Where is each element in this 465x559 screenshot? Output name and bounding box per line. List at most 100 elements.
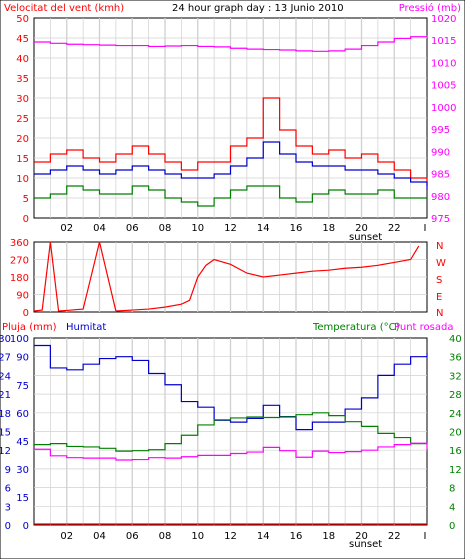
series-line-min bbox=[34, 185, 427, 207]
x-tick-label: 04 bbox=[93, 223, 106, 234]
y-tick-label-humidity: 90 bbox=[16, 353, 29, 364]
y-tick-label: 16 bbox=[449, 446, 462, 457]
humidity-temperature-series bbox=[34, 344, 428, 525]
x-tick-label: 06 bbox=[126, 531, 139, 542]
y-tick-label: 4 bbox=[449, 502, 455, 513]
y-tick-label-humidity: 15 bbox=[16, 493, 29, 504]
x-tick-label: 04 bbox=[93, 531, 106, 542]
y-tick-label: 27 bbox=[0, 353, 11, 364]
x-tick-label: 20 bbox=[355, 531, 368, 542]
y-tick-label: 1020 bbox=[431, 14, 456, 25]
y-tick-label: 25 bbox=[16, 114, 29, 125]
series-line-direction bbox=[33, 241, 420, 312]
y-tick-label: 5 bbox=[23, 194, 29, 205]
compass-label: W bbox=[436, 258, 446, 269]
y-tick-label: 32 bbox=[449, 371, 462, 382]
x-tick-label: 16 bbox=[290, 223, 303, 234]
x-tick-label: 14 bbox=[257, 223, 270, 234]
y-tick-label: 90 bbox=[16, 291, 29, 302]
x-tick-label: 08 bbox=[159, 223, 172, 234]
y-tick-label-humidity: 0 bbox=[23, 521, 29, 532]
humidity-temperature-ticks: 0369121518212427300153045607590100048121… bbox=[0, 334, 462, 542]
compass-label: N bbox=[436, 241, 443, 252]
y-tick-label: 20 bbox=[449, 428, 462, 439]
wind-pressure-ticks: 0510152025303540455097598098599099510001… bbox=[16, 14, 456, 234]
x-tick-label: 02 bbox=[60, 531, 73, 542]
x-tick-label: 14 bbox=[257, 531, 270, 542]
sunset-marker-1: sunset bbox=[349, 232, 382, 243]
x-tick-label: 10 bbox=[191, 223, 204, 234]
series-line-temperature bbox=[34, 412, 428, 452]
y-tick-label: 1000 bbox=[431, 103, 456, 114]
y-tick-label: 28 bbox=[449, 390, 462, 401]
x-tick-label: 22 bbox=[388, 531, 401, 542]
y-tick-label: 270 bbox=[10, 256, 29, 267]
x-tick-label: I bbox=[424, 531, 427, 542]
x-tick-label: 16 bbox=[290, 531, 303, 542]
y-tick-label: 50 bbox=[16, 14, 29, 25]
x-tick-label: 20 bbox=[355, 223, 368, 234]
x-tick-label: 12 bbox=[224, 531, 237, 542]
y-tick-label: 6 bbox=[5, 484, 11, 495]
y-tick-label: 360 bbox=[10, 238, 29, 249]
series-line-average bbox=[34, 141, 428, 190]
y-tick-label: 975 bbox=[431, 214, 450, 225]
y-tick-label-humidity: 100 bbox=[10, 334, 29, 345]
wind-speed-axis-title: Velocitat del vent (kmh) bbox=[4, 3, 124, 14]
y-tick-label: 15 bbox=[0, 428, 11, 439]
y-tick-label: 40 bbox=[449, 334, 462, 345]
y-tick-label: 30 bbox=[0, 334, 11, 345]
y-tick-label: 40 bbox=[16, 54, 29, 65]
x-tick-label: 08 bbox=[159, 531, 172, 542]
y-tick-label: 0 bbox=[23, 308, 29, 319]
y-tick-label-humidity: 60 bbox=[16, 409, 29, 420]
y-tick-label: 18 bbox=[0, 409, 11, 420]
series-line-dewpoint bbox=[34, 442, 428, 461]
wind-pressure-series bbox=[34, 35, 428, 207]
y-tick-label: 24 bbox=[449, 409, 462, 420]
temperature-axis-title: Temperatura (°C) bbox=[312, 322, 400, 333]
x-tick-label: I bbox=[424, 223, 427, 234]
x-tick-label: 18 bbox=[322, 223, 335, 234]
y-tick-label: 8 bbox=[449, 484, 455, 495]
x-tick-label: 02 bbox=[60, 223, 73, 234]
y-tick-label-humidity: 30 bbox=[16, 465, 29, 476]
series-line-humidity bbox=[34, 344, 428, 431]
y-tick-label: 12 bbox=[449, 465, 462, 476]
y-tick-label: 1015 bbox=[431, 36, 456, 47]
compass-label: S bbox=[436, 275, 442, 286]
compass-label: E bbox=[436, 292, 442, 303]
y-tick-label: 985 bbox=[431, 170, 450, 181]
x-tick-label: 10 bbox=[191, 531, 204, 542]
sunset-marker-3: sunset bbox=[349, 539, 382, 550]
y-tick-label: 21 bbox=[0, 390, 11, 401]
y-tick-label: 35 bbox=[16, 74, 29, 85]
y-tick-label: 980 bbox=[431, 192, 450, 203]
y-tick-label: 45 bbox=[16, 34, 29, 45]
x-tick-label: 12 bbox=[224, 223, 237, 234]
series-line-pressure bbox=[34, 35, 428, 52]
y-tick-label: 990 bbox=[431, 147, 450, 158]
y-tick-label: 9 bbox=[5, 465, 11, 476]
y-tick-label: 30 bbox=[16, 94, 29, 105]
y-tick-label: 1005 bbox=[431, 81, 456, 92]
y-tick-label: 24 bbox=[0, 371, 11, 382]
x-tick-label: 06 bbox=[126, 223, 139, 234]
y-tick-label: 0 bbox=[5, 521, 11, 532]
x-tick-label: 18 bbox=[322, 531, 335, 542]
y-tick-label: 1010 bbox=[431, 58, 456, 69]
y-tick-label: 0 bbox=[449, 521, 455, 532]
chart-title: 24 hour graph day : 13 Junio 2010 bbox=[172, 3, 344, 14]
y-tick-label: 995 bbox=[431, 125, 450, 136]
wind-direction-series bbox=[33, 241, 420, 312]
rain-axis-title: Pluja (mm) bbox=[2, 322, 57, 333]
x-tick-label: 22 bbox=[388, 223, 401, 234]
humidity-axis-title: Humitat bbox=[66, 322, 106, 333]
series-line-gust bbox=[34, 97, 428, 186]
y-tick-label: 3 bbox=[5, 502, 11, 513]
y-tick-label-humidity: 45 bbox=[16, 437, 29, 448]
y-tick-label: 180 bbox=[10, 273, 29, 284]
y-tick-label: 15 bbox=[16, 154, 29, 165]
